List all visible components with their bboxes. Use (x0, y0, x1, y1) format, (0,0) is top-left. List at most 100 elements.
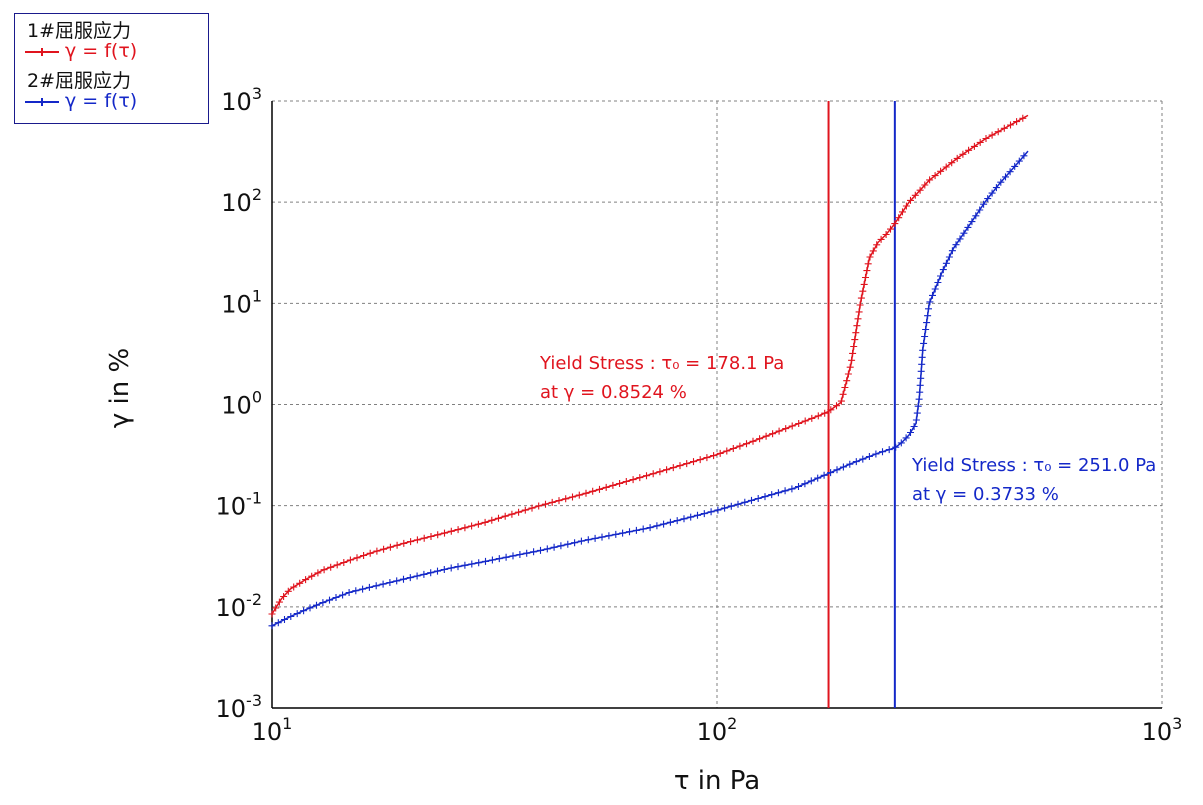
series-2-point (997, 178, 1005, 186)
series-2-point (923, 319, 931, 327)
series-1-point (921, 181, 929, 189)
series-2-point (502, 553, 510, 561)
series-2-point (918, 353, 926, 361)
yield-lines (827, 101, 896, 708)
series-1-point (461, 524, 469, 532)
series-1-point (575, 491, 583, 499)
series-1-point (663, 466, 671, 474)
series-1-point (907, 196, 914, 204)
series-2-point (833, 466, 841, 474)
series-1-point (988, 131, 996, 139)
series-2-point (454, 563, 462, 571)
series-1-point (353, 554, 361, 562)
series-2-point (584, 536, 592, 544)
series-1-point (643, 472, 650, 480)
series-2-point (495, 555, 503, 563)
series-2-point (306, 604, 314, 612)
series-2-point (591, 534, 599, 542)
annotation-1-line1: Yield Stress : τ₀ = 178.1 Pa (539, 353, 784, 374)
legend-series1-swatch (25, 47, 59, 56)
series-2-point (427, 569, 435, 577)
series-2-point (1020, 152, 1028, 160)
series-1-point (841, 384, 849, 391)
series-1-point (420, 534, 428, 542)
series-2-point (721, 504, 729, 512)
series-2-point (516, 551, 524, 558)
series-1-point (864, 260, 872, 268)
series-1-point (775, 427, 783, 435)
series-2-point (956, 235, 964, 243)
series-2-point (912, 416, 920, 424)
series-2-point (700, 510, 708, 518)
series-1-point (366, 549, 374, 557)
series-1-point (407, 538, 415, 546)
series-1-point (1019, 114, 1027, 122)
series-2-point (910, 423, 918, 430)
series-2-point (293, 610, 301, 618)
series-1-point (690, 458, 697, 466)
y-tick-label: 101 (221, 286, 262, 318)
series-1-point (521, 506, 529, 514)
series-1-point (866, 253, 874, 261)
series-2-point (571, 539, 579, 547)
series-2-point (447, 564, 455, 572)
series-2-point (917, 374, 925, 382)
legend-series1-label: γ = f(τ) (65, 40, 138, 62)
series-1-point (877, 235, 885, 243)
series-2-point (461, 561, 469, 569)
series-1-point (602, 483, 610, 491)
series-1-point (850, 343, 858, 350)
series-1-point (994, 128, 1002, 136)
series-1-point (729, 445, 737, 452)
series-2-point (626, 528, 633, 536)
x-axis-label: τ in Pa (674, 766, 760, 796)
series-2-point (386, 579, 394, 586)
series-1-point (756, 435, 764, 443)
series-1-point (853, 322, 861, 330)
series-2-point (921, 333, 929, 340)
series-2-point (859, 455, 867, 463)
series-1-point (669, 464, 677, 472)
y-tick-label: 103 (221, 84, 262, 116)
series-1-point (302, 576, 310, 584)
series-2-point (509, 552, 517, 560)
series-1-point (562, 495, 570, 503)
series-2-point (1002, 173, 1009, 181)
series-1-point (788, 422, 796, 430)
series-1-point (275, 598, 283, 606)
series-1-point (937, 167, 945, 175)
series-2-point (359, 585, 367, 593)
series-1-point (333, 561, 341, 569)
series-2-point (300, 607, 308, 615)
series-1-point (859, 287, 867, 295)
series-1-point (902, 202, 910, 210)
tick-labels: 101 102 103 10-3 10-2 10-1 100 101 102 103 (216, 84, 1183, 746)
annotation-2-line1: Yield Stress : τ₀ = 251.0 Pa (911, 455, 1156, 476)
series-2-point (907, 429, 914, 436)
series-2-point (400, 575, 407, 583)
series-1-point (589, 487, 597, 495)
series-1-point (501, 512, 509, 520)
series-2-point (741, 498, 749, 506)
series-1-point (582, 489, 590, 497)
series-1-point (609, 481, 617, 489)
series-1-point (495, 514, 502, 522)
series-1-point (849, 349, 857, 357)
series-2-point (807, 477, 815, 485)
series-1-point (852, 329, 860, 337)
legend-box: 1#屈服应力 γ = f(τ) 2#屈服应力 γ = f(τ) (14, 13, 209, 124)
legend-series2-title: 2#屈服应力 (27, 70, 132, 92)
series-2-point (924, 312, 932, 320)
series-1-point (569, 493, 576, 501)
legend-series1-entry: γ = f(τ) (25, 40, 137, 62)
series-2-point (537, 546, 544, 554)
series-2-point (865, 453, 873, 460)
series-1-point (743, 440, 750, 448)
series-2-point (929, 291, 936, 299)
series-2-point (694, 511, 701, 519)
series-2-point (365, 583, 373, 591)
series-2-point (313, 601, 320, 609)
series-2-point (926, 298, 934, 306)
series-2-point (653, 522, 661, 530)
series-1-point (895, 214, 903, 222)
